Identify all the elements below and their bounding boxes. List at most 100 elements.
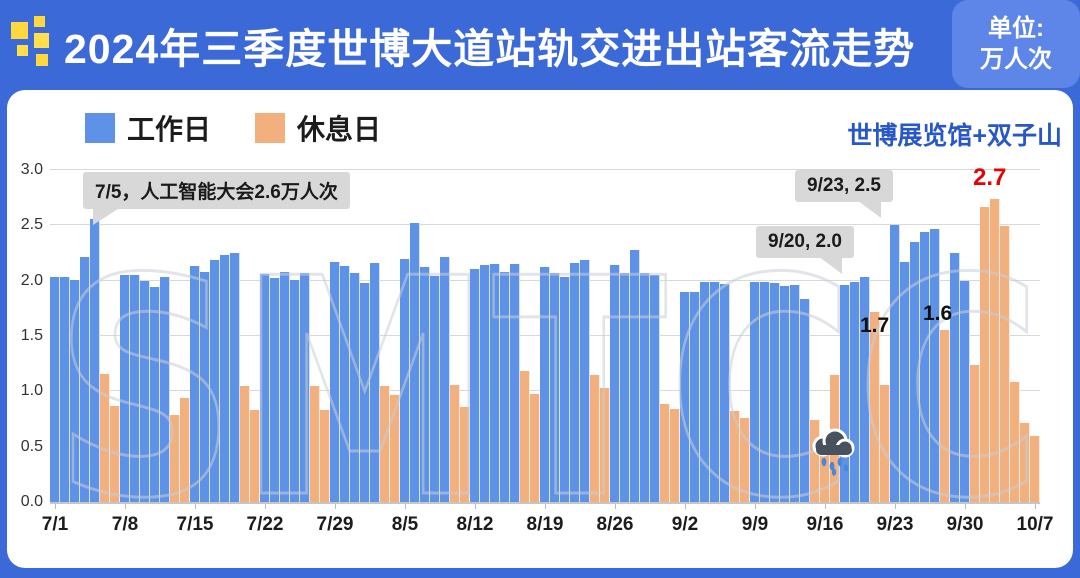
bar-7-23 — [270, 278, 280, 502]
legend-swatch-icon — [85, 113, 115, 143]
y-tick-label: 0.5 — [20, 437, 43, 455]
x-tick-mark — [684, 503, 686, 509]
bar-8-12 — [470, 268, 480, 502]
bar-7-26 — [300, 272, 310, 502]
y-tick-label: 2.0 — [20, 271, 43, 289]
gridline — [50, 224, 1040, 226]
unit-line1: 单位: — [988, 15, 1044, 42]
bar-10-3 — [990, 198, 1000, 502]
bar-9-16 — [820, 441, 830, 502]
legend: 工作日 休息日 — [85, 108, 381, 148]
bar-9-29 — [950, 253, 960, 502]
bar-9-22 — [880, 384, 890, 502]
bar-8-24 — [590, 374, 600, 502]
bar-8-22 — [570, 262, 580, 502]
x-tick-mark — [334, 503, 336, 509]
bar-7-4 — [80, 257, 90, 502]
bar-8-29 — [640, 272, 650, 502]
bar-7-29 — [330, 261, 340, 502]
x-tick-label: 7/1 — [41, 514, 69, 535]
bar-9-9 — [750, 281, 760, 502]
x-tick-label: 8/12 — [456, 514, 494, 535]
bar-8-16 — [510, 264, 520, 502]
bar-7-21 — [250, 410, 260, 502]
bar-8-10 — [450, 384, 460, 502]
gridline — [50, 169, 1040, 170]
bar-9-27 — [930, 228, 940, 502]
bar-8-15 — [500, 271, 510, 502]
x-tick-mark — [544, 503, 546, 509]
y-tick-label: 1.5 — [20, 327, 43, 344]
x-tick-label: 9/9 — [741, 514, 769, 535]
bar-8-4 — [390, 394, 400, 502]
legend-item-workday: 工作日 — [85, 108, 211, 148]
bar-8-21 — [560, 277, 570, 502]
bar-7-8 — [120, 275, 130, 502]
y-tick-label: 3.0 — [20, 161, 43, 178]
x-tick-mark — [54, 503, 56, 509]
bar-8-9 — [440, 257, 450, 502]
bar-7-7 — [110, 405, 120, 502]
x-tick-label: 7/29 — [316, 514, 354, 535]
x-tick-mark — [474, 503, 476, 509]
x-tick-mark — [614, 503, 616, 509]
bar-8-25 — [600, 388, 610, 502]
bar-9-17 — [830, 374, 840, 502]
plot-area — [50, 169, 1040, 504]
bar-8-17 — [520, 371, 530, 502]
bar-7-3 — [70, 279, 80, 502]
bar-9-28 — [940, 330, 950, 502]
bar-10-6 — [1020, 423, 1030, 502]
unit-line2: 万人次 — [980, 46, 1052, 73]
bar-9-11 — [770, 282, 780, 502]
bar-9-12 — [780, 286, 790, 502]
bar-9-5 — [710, 281, 720, 502]
pixel-cluster-logo-icon — [11, 16, 49, 66]
bar-9-19 — [850, 281, 860, 502]
page-title: 2024年三季度世博大道站轨交进出站客流走势 — [64, 26, 916, 72]
bar-9-21 — [870, 311, 880, 502]
x-tick-mark — [264, 503, 266, 509]
bar-10-7 — [1030, 435, 1040, 502]
bar-10-5 — [1010, 382, 1020, 502]
bar-8-1 — [360, 282, 370, 502]
x-tick-label: 9/16 — [806, 514, 844, 535]
bar-7-5 — [90, 218, 100, 502]
bar-8-7 — [420, 267, 430, 502]
x-tick-label: 9/2 — [671, 514, 699, 535]
x-tick-mark — [404, 503, 406, 509]
header: 2024年三季度世博大道站轨交进出站客流走势 单位: 万人次 — [0, 0, 1080, 90]
x-tick-mark — [1034, 503, 1036, 509]
x-tick-mark — [964, 503, 966, 509]
x-tick-label: 9/30 — [946, 514, 984, 535]
bar-8-11 — [460, 406, 470, 502]
bar-7-30 — [340, 266, 350, 502]
legend-swatch-icon — [255, 113, 286, 143]
unit-badge: 单位: 万人次 — [952, 0, 1080, 88]
bar-7-9 — [130, 275, 140, 502]
bar-7-20 — [240, 385, 250, 502]
x-tick-label: 7/8 — [111, 514, 139, 535]
bar-7-17 — [210, 259, 220, 502]
x-tick-label: 7/15 — [176, 514, 214, 535]
bar-8-13 — [480, 265, 490, 502]
bar-9-23 — [890, 225, 900, 502]
y-tick-label: 0.0 — [20, 493, 43, 510]
bar-8-19 — [540, 267, 550, 502]
bar-10-1 — [970, 364, 980, 502]
legend-label: 工作日 — [127, 114, 212, 145]
bar-7-19 — [230, 253, 240, 502]
x-tick-label: 8/19 — [526, 514, 564, 535]
bar-9-26 — [920, 231, 930, 502]
x-tick-mark — [754, 503, 756, 509]
bar-8-5 — [400, 258, 410, 502]
bar-8-6 — [410, 223, 420, 502]
legend-item-restday: 休息日 — [255, 108, 381, 148]
bar-7-18 — [220, 255, 230, 502]
x-tick-mark — [194, 503, 196, 509]
bar-8-3 — [380, 385, 390, 502]
bar-7-10 — [140, 280, 150, 502]
bar-9-8 — [740, 417, 750, 502]
x-tick-label: 8/5 — [391, 514, 419, 535]
bar-9-4 — [700, 281, 710, 502]
